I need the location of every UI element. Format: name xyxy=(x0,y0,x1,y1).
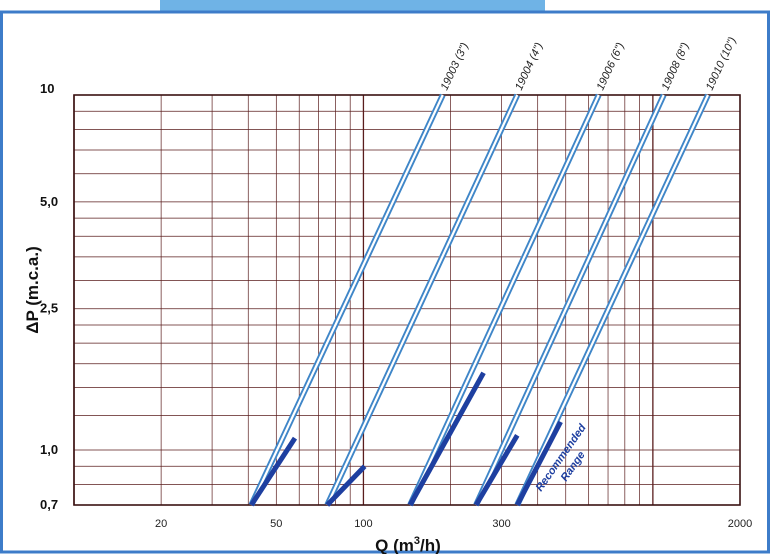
recommended-range-segment xyxy=(325,464,367,507)
x-axis-label: Q (m3/h) xyxy=(375,535,441,554)
x-axis-label-main: Q (m xyxy=(375,536,414,554)
x-tick-label: 50 xyxy=(270,518,282,530)
series-label: 19004 (4") xyxy=(513,41,545,93)
recommended-range-segment xyxy=(515,420,563,507)
series-label: 19006 (6") xyxy=(595,41,627,93)
y-axis-label: ΔP (m.c.a.) xyxy=(23,246,42,334)
series-label: 19003 (3") xyxy=(439,41,472,93)
x-tick-label: 2000 xyxy=(728,518,752,530)
series-line-core xyxy=(326,94,519,506)
series-label: 19010 (10") xyxy=(704,35,739,92)
series-labels: 19003 (3") 19004 (4") 19006 (6") 19008 (8")… xyxy=(439,35,739,92)
y-tick-label: 0,7 xyxy=(40,497,58,512)
plot-border xyxy=(73,94,741,506)
y-tick-label: 2,5 xyxy=(40,301,58,316)
series-line-core xyxy=(516,94,709,506)
series-line-core xyxy=(250,94,444,506)
series-group xyxy=(248,93,711,507)
outer-border xyxy=(0,10,770,554)
y-tick-label: 10 xyxy=(40,81,54,96)
top-banner xyxy=(160,0,545,12)
series-label: 19008 (8") xyxy=(660,41,692,93)
series-line-core xyxy=(409,94,600,506)
recommended-range-segment xyxy=(407,371,486,507)
recommended-range-segment xyxy=(473,434,520,507)
x-axis-label-end: /h) xyxy=(420,536,441,554)
series-line-core xyxy=(475,94,665,506)
x-tick-label: 20 xyxy=(155,518,167,530)
y-ticks: 0,7 1,0 2,5 5,0 10 xyxy=(40,81,58,512)
x-tick-label: 100 xyxy=(354,518,372,530)
grid xyxy=(73,94,741,506)
x-ticks: 20 50 100 300 2000 xyxy=(155,518,752,530)
recommended-range-segment xyxy=(249,436,298,507)
y-tick-label: 5,0 xyxy=(40,194,58,209)
y-tick-label: 1,0 xyxy=(40,442,58,457)
x-tick-label: 300 xyxy=(492,518,510,530)
x-axis-label-sup: 3 xyxy=(414,535,420,547)
